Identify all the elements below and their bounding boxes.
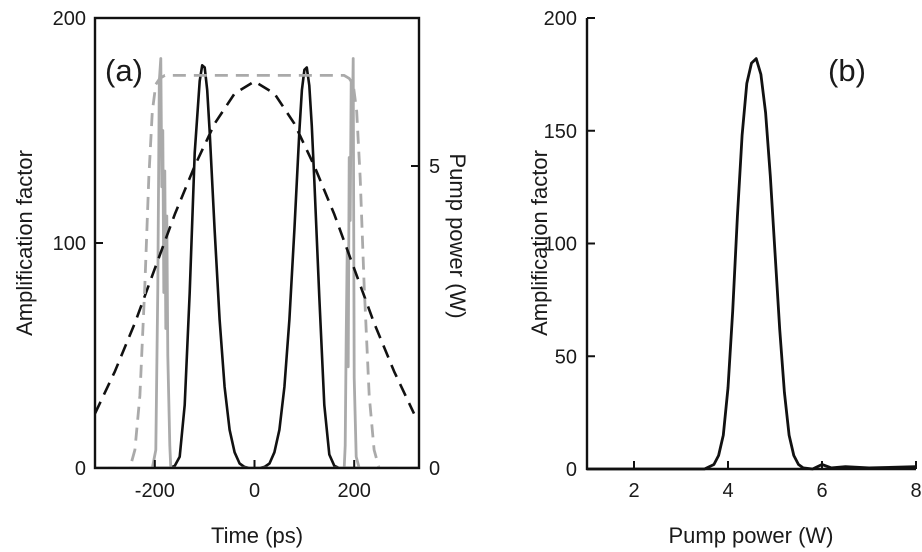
panel-b: 2 4 6 8 0 50 100 150 200 (b) Pump power (W) Ampl… [527,8,922,548]
panel-a-x-tick-label: 200 [338,480,371,502]
panel-b-x-tick-label: 2 [628,480,639,502]
panel-a-y-tick-label: 100 [53,233,86,255]
panel-b-x-tick-label: 6 [816,480,827,502]
panel-b-label: (b) [828,53,866,88]
panel-b-y-tick-label: 100 [544,234,577,256]
panel-a-label: (a) [105,53,143,88]
amplification-black-line [95,64,419,468]
panel-a-x-tick-label: 0 [249,480,260,502]
panel-a-y-axis-label: Amplification factor [12,150,37,336]
panel-b-x-axis-label: Pump power (W) [668,523,833,548]
amplification-vs-pump-line [587,57,917,471]
panel-a-y-tick-label: 0 [75,458,86,480]
panel-b-x-tick-label: 4 [722,480,733,502]
panel-b-series [587,57,917,471]
panel-a-y-tick-label: 200 [53,8,86,30]
panel-b-y-tick-label: 150 [544,121,577,143]
pump-power-black-dashed-line [95,80,416,415]
panel-b-axes [585,18,916,471]
panel-a-x-axis-label: Time (ps) [211,523,303,548]
panel-b-y-tick-label: 50 [555,346,577,368]
panel-b-y-axis-label: Amplification factor [527,150,552,336]
panel-b-ticks: 2 4 6 8 0 50 100 150 200 [544,8,922,502]
panel-b-y-tick-label: 0 [566,459,577,481]
panel-a-y2-axis-label: Pump power (W) [445,153,470,318]
panel-a-series [95,57,419,468]
panel-a-plot-frame [93,16,421,470]
panel-a-y2-tick-label: 5 [429,156,440,178]
panel-a-y2-tick-label: 0 [429,458,440,480]
panel-a-lines [95,57,419,468]
panel-a-x-tick-label: -200 [135,480,175,502]
pump-power-gray-dashed-line [95,74,419,468]
panel-a-ticks: -200 0 200 0 100 200 0 5 [53,8,441,502]
amplification-gray-line [95,57,419,468]
panel-a: -200 0 200 0 100 200 0 5 (a) Time (ps) Amplific… [12,8,470,548]
panel-b-y-tick-label: 200 [544,8,577,30]
panel-b-x-tick-label: 8 [910,480,921,502]
